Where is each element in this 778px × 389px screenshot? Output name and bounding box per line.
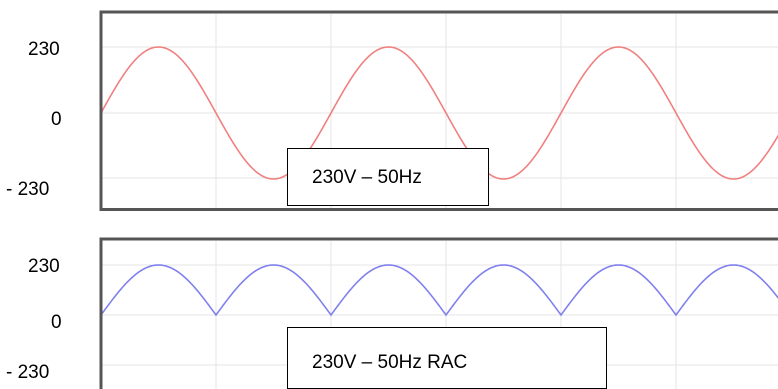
chart-1-y-tick-top: 230 [28,39,60,60]
chart-2-annotation-label: 230V – 50Hz RAC [287,327,607,389]
chart-2-plot-frame [99,237,778,389]
chart-2-y-tick-bottom: - 230 [6,362,49,383]
chart-1-annotation-label: 230V – 50Hz [287,148,489,206]
chart-2-series-line [100,264,778,317]
chart-1-y-tick-bottom: - 230 [6,179,49,200]
chart-2-y-tick-top: 230 [28,256,60,277]
chart-1-plot-frame [99,10,778,211]
chart-1-y-tick-mid: 0 [51,109,62,130]
chart-2-y-tick-mid: 0 [51,312,62,333]
chart-1-series-line [100,46,778,180]
